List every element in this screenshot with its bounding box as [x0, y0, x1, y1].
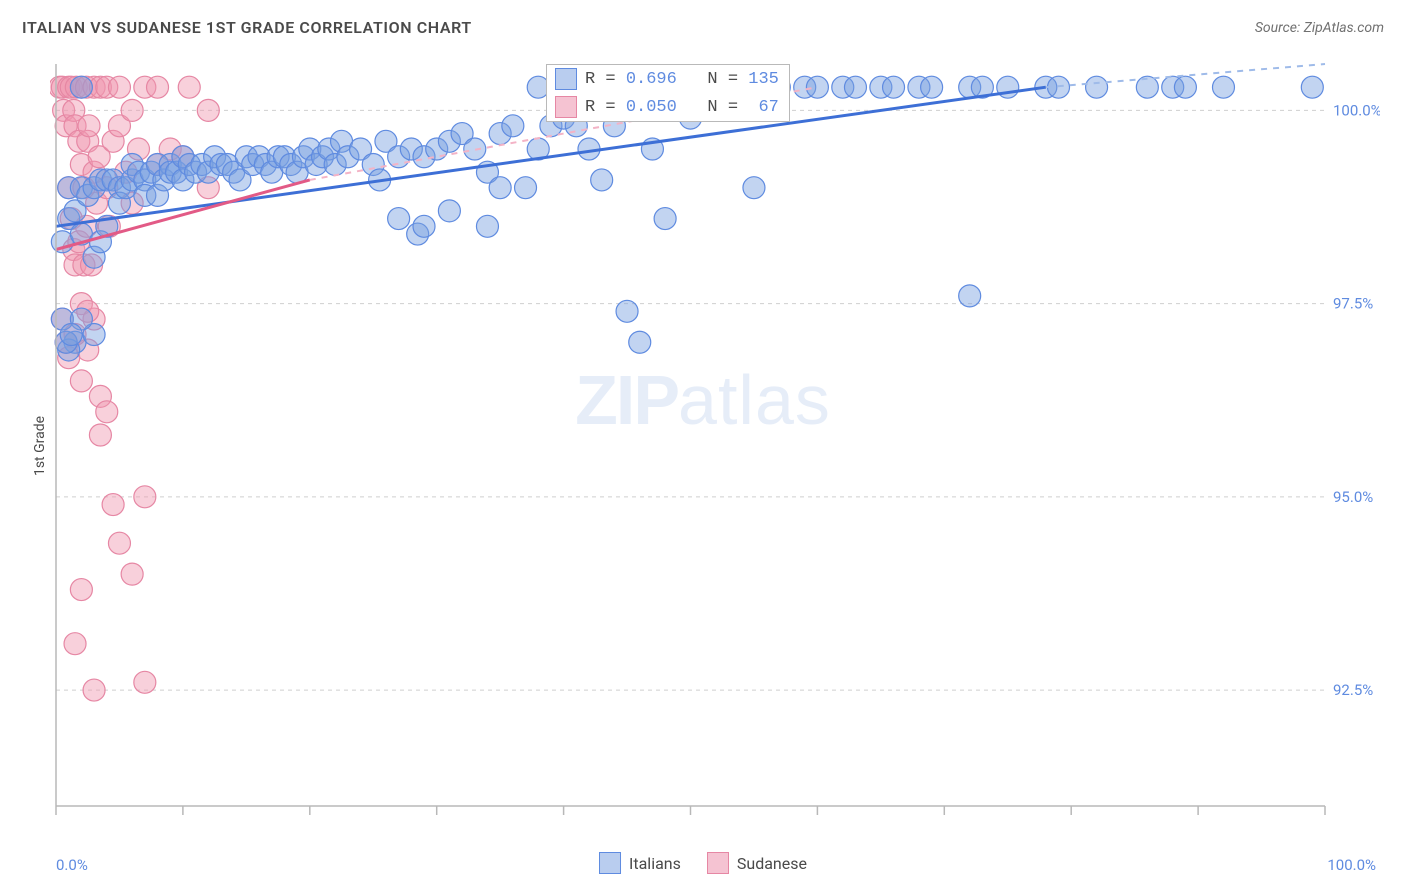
svg-text:100.0%: 100.0% [1333, 101, 1380, 119]
source-prefix: Source: [1255, 20, 1304, 36]
svg-text:92.5%: 92.5% [1333, 681, 1373, 699]
swatch-italians [555, 68, 577, 90]
swatch-sudanese [555, 96, 577, 118]
svg-text:95.0%: 95.0% [1333, 488, 1373, 506]
legend-label-italians: Italians [629, 854, 681, 873]
legend-swatch-sudanese [707, 852, 729, 874]
y-axis-title: 1st Grade [32, 416, 48, 476]
legend-swatch-italians [599, 852, 621, 874]
chart-title: ITALIAN VS SUDANESE 1ST GRADE CORRELATIO… [22, 18, 472, 37]
x-tick-label-min: 0.0% [56, 856, 88, 874]
correlation-row-sudanese: R = 0.050 N = 67 [547, 93, 789, 121]
correlation-row-italians: R = 0.696 N = 135 [547, 65, 789, 93]
source-name: ZipAtlas.com [1304, 20, 1384, 36]
scatter-plot: 92.5% 95.0% 97.5% 100.0% [50, 58, 1380, 818]
source-attribution: Source: ZipAtlas.com [1255, 20, 1384, 36]
correlation-legend-box: R = 0.696 N = 135 R = 0.050 N = 67 [546, 64, 790, 122]
correlation-text-italians: R = 0.696 N = 135 [585, 70, 779, 89]
bottom-legend: Italians Sudanese [599, 852, 807, 874]
svg-text:97.5%: 97.5% [1333, 295, 1373, 313]
correlation-text-sudanese: R = 0.050 N = 67 [585, 98, 779, 117]
legend-label-sudanese: Sudanese [737, 854, 807, 873]
x-tick-label-max: 100.0% [1327, 856, 1376, 874]
legend-item-italians: Italians [599, 852, 681, 874]
legend-item-sudanese: Sudanese [707, 852, 807, 874]
plot-svg: 92.5% 95.0% 97.5% 100.0% [50, 58, 1380, 818]
